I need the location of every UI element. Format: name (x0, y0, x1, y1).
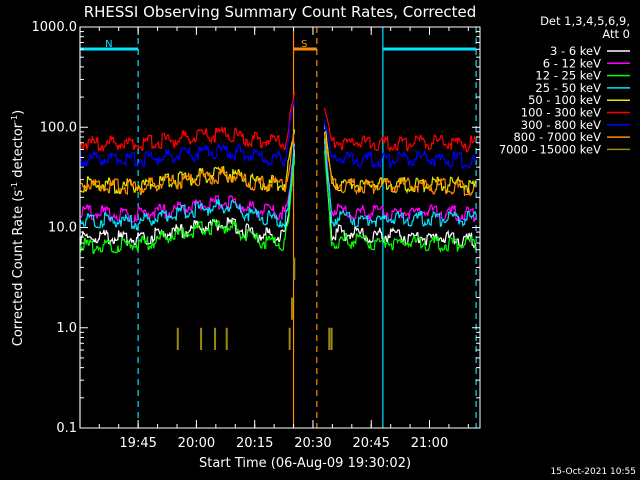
legend-label-2: 12 - 25 keV (535, 69, 601, 83)
x-axis-label: Start Time (06-Aug-09 19:30:02) (199, 456, 411, 471)
series-line-6 (79, 100, 477, 170)
y-axis-label-end: ) (11, 110, 26, 115)
series-line-7 (79, 130, 477, 197)
legend-label-3: 25 - 50 keV (535, 81, 601, 95)
y-tick-label-0: 0.1 (56, 421, 77, 436)
x-tick-label-1: 20:00 (178, 436, 215, 451)
y-tick-label-2: 10.0 (48, 221, 77, 236)
y-tick-label-1: 1.0 (56, 321, 77, 336)
y-tick-label-3: 100.0 (40, 120, 77, 135)
legend-header-detectors: Det 1,3,4,5,6,9, (540, 14, 630, 28)
x-tick-label-2: 20:15 (236, 436, 273, 451)
legend-header-attenuator: Att 0 (602, 27, 630, 41)
x-tick-label-5: 21:00 (411, 436, 448, 451)
legend-label-8: 7000 - 15000 keV (499, 142, 601, 156)
y-axis-label: Corrected Count Rate (s-1 detector-1) (10, 110, 26, 346)
y-axis-label-sup-2: -1 (10, 115, 19, 123)
y-axis-label-mid: detector (11, 122, 26, 182)
legend-label-6: 300 - 800 keV (521, 118, 601, 132)
x-tick-label-4: 20:45 (352, 436, 389, 451)
legend-label-0: 3 - 6 keV (550, 44, 601, 58)
y-axis-label-sup-1: -1 (10, 182, 19, 190)
legend-label-5: 100 - 300 keV (521, 106, 601, 120)
legend-label-1: 6 - 12 keV (543, 56, 601, 70)
night-flag-label: N (105, 39, 112, 50)
plot-frame (79, 26, 481, 429)
legend-label-4: 50 - 100 keV (528, 93, 601, 107)
series-line-2 (79, 150, 477, 255)
legend-label-7: 800 - 7000 keV (513, 130, 601, 144)
series-layer (79, 91, 477, 350)
chart-title: RHESSI Observing Summary Count Rates, Co… (84, 3, 477, 21)
series-line-5 (79, 91, 477, 153)
x-axis: 19:45 20:00 20:15 20:30 20:45 21:00 (98, 27, 469, 451)
x-tick-label-3: 20:30 (294, 436, 331, 451)
y-tick-label-4: 1000.0 (32, 20, 78, 35)
series-line-3 (79, 138, 477, 230)
x-tick-label-0: 19:45 (119, 436, 156, 451)
y-axis-label-main: Corrected Count Rate (s (11, 190, 26, 347)
saa-flag-label: S (301, 39, 307, 50)
y-axis: 0.1 1.0 10.0 100.0 1000.0 (32, 20, 480, 436)
render-timestamp: 15-Oct-2021 10:55 (551, 467, 636, 477)
